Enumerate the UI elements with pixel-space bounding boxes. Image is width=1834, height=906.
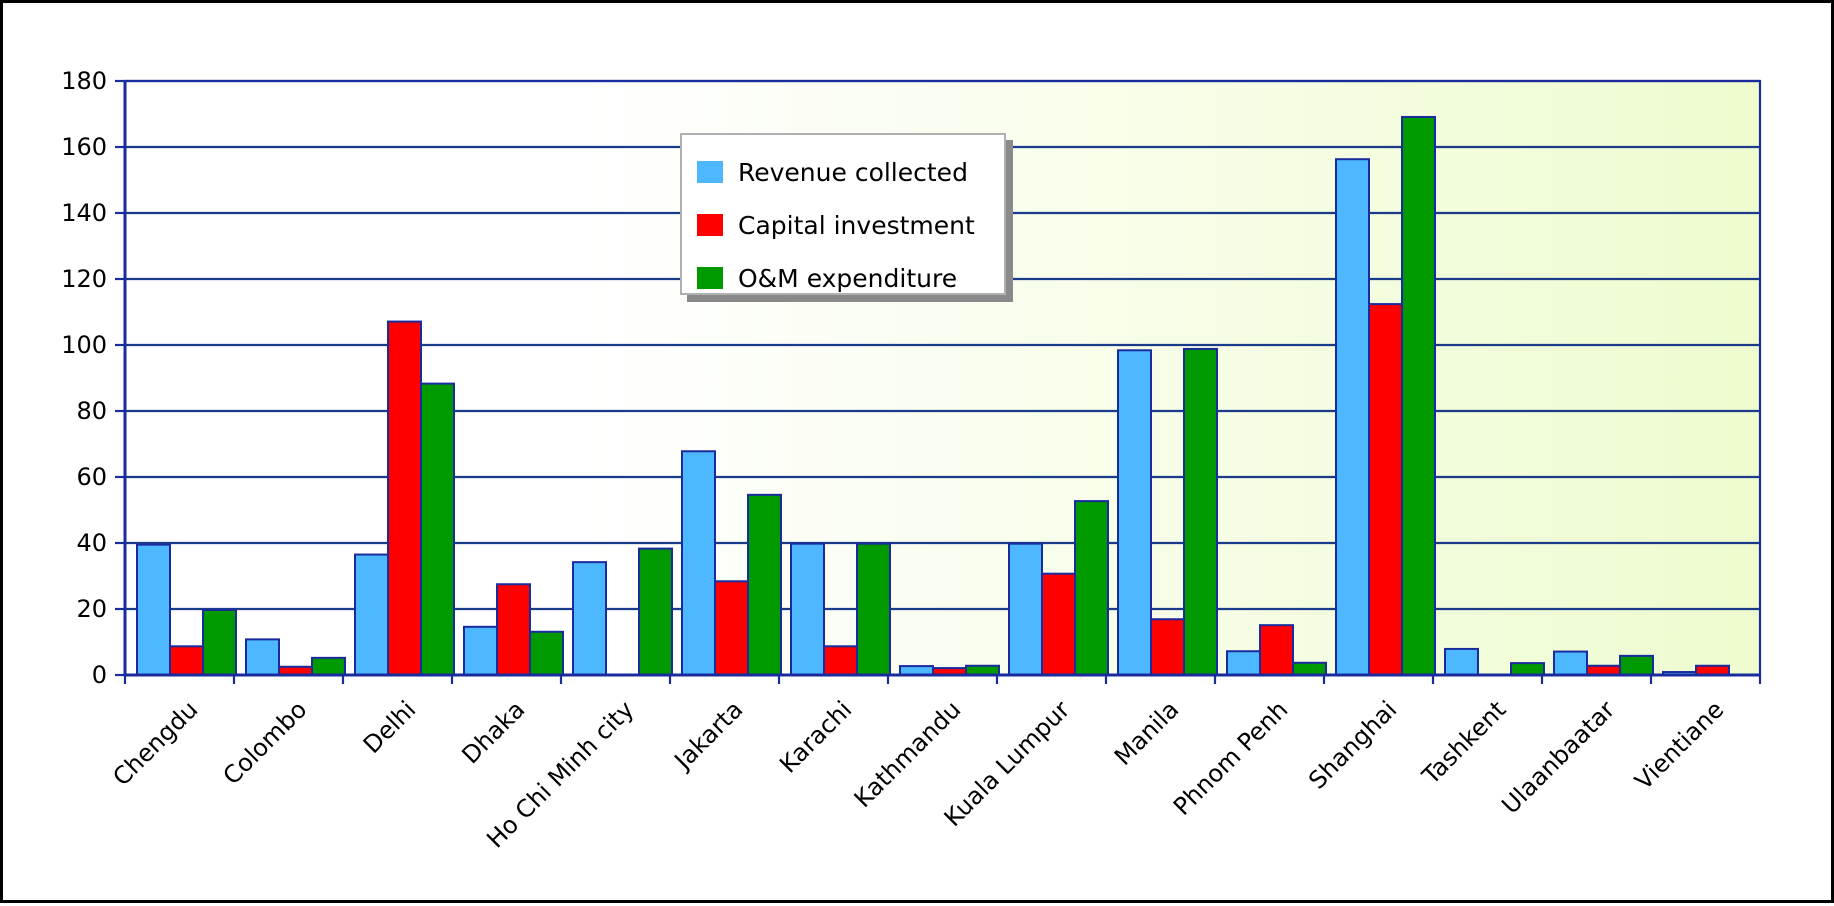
x-tick-label: Dhaka: [456, 695, 530, 769]
y-tick-label: 160: [61, 133, 107, 161]
bar-chengdu-o-m-expenditure: [203, 610, 236, 675]
bar-colombo-o-m-expenditure: [312, 658, 345, 675]
x-tick-label: Tashkent: [1416, 695, 1511, 790]
y-tick-label: 80: [76, 397, 107, 425]
bar-jakarta-revenue-collected: [682, 451, 715, 675]
x-tick-label: Phnom Penh: [1168, 695, 1293, 820]
legend-label: Revenue collected: [738, 158, 968, 187]
bar-ulaanbaatar-revenue-collected: [1554, 652, 1587, 675]
y-tick-label: 180: [61, 67, 107, 95]
bar-chengdu-revenue-collected: [137, 545, 170, 675]
bar-delhi-revenue-collected: [355, 555, 388, 675]
y-tick-label: 40: [76, 529, 107, 557]
bar-kuala-lumpur-revenue-collected: [1009, 544, 1042, 675]
bar-tashkent-o-m-expenditure: [1511, 663, 1544, 675]
x-tick-label: Ulaanbaatar: [1496, 695, 1620, 819]
legend-swatch: [697, 214, 723, 236]
bar-ho-chi-minh-city-revenue-collected: [573, 562, 606, 675]
y-tick-label: 100: [61, 331, 107, 359]
x-tick-label: Karachi: [774, 695, 857, 778]
legend-swatch: [697, 161, 723, 183]
bar-phnom-penh-revenue-collected: [1227, 651, 1260, 675]
bar-delhi-capital-investment: [388, 322, 421, 675]
y-tick-label: 140: [61, 199, 107, 227]
bar-dhaka-revenue-collected: [464, 627, 497, 675]
x-tick-label: Shanghai: [1303, 695, 1402, 794]
bar-colombo-revenue-collected: [246, 639, 279, 675]
bar-chart: 0 20 40 60 80 100 120 140 160 180 Chengdu Colombo D…: [3, 3, 1834, 906]
y-tick-label: 120: [61, 265, 107, 293]
x-tick-label: Jakarta: [668, 695, 749, 776]
x-tick-label: Vientiane: [1629, 695, 1729, 795]
x-tick-label: Manila: [1109, 695, 1184, 770]
bar-shanghai-revenue-collected: [1336, 159, 1369, 675]
bar-karachi-capital-investment: [824, 646, 857, 675]
x-tick-label: Kathmandu: [849, 695, 967, 813]
bar-shanghai-o-m-expenditure: [1402, 117, 1435, 675]
legend-label: O&M expenditure: [738, 264, 957, 293]
bar-delhi-o-m-expenditure: [421, 384, 454, 675]
y-tick-label: 60: [76, 463, 107, 491]
bar-manila-capital-investment: [1151, 619, 1184, 675]
legend-label: Capital investment: [738, 211, 975, 240]
y-tick-label: 0: [92, 661, 107, 689]
bar-manila-o-m-expenditure: [1184, 349, 1217, 675]
bar-jakarta-capital-investment: [715, 581, 748, 675]
y-axis-ticks: 0 20 40 60 80 100 120 140 160 180: [61, 67, 125, 689]
bar-dhaka-capital-investment: [497, 584, 530, 675]
bar-kuala-lumpur-o-m-expenditure: [1075, 501, 1108, 675]
x-tick-label: Colombo: [218, 695, 313, 790]
bar-phnom-penh-o-m-expenditure: [1293, 663, 1326, 675]
legend-swatch: [697, 267, 723, 289]
bar-tashkent-revenue-collected: [1445, 649, 1478, 675]
bar-dhaka-o-m-expenditure: [530, 632, 563, 675]
x-tick-label: Delhi: [358, 695, 421, 758]
bar-karachi-o-m-expenditure: [857, 544, 890, 675]
bar-ulaanbaatar-o-m-expenditure: [1620, 656, 1653, 675]
bar-shanghai-capital-investment: [1369, 304, 1402, 675]
bar-chengdu-capital-investment: [170, 646, 203, 675]
bar-phnom-penh-capital-investment: [1260, 625, 1293, 675]
x-tick-label: Chengdu: [107, 695, 203, 791]
bar-ho-chi-minh-city-o-m-expenditure: [639, 549, 672, 675]
y-tick-label: 20: [76, 595, 107, 623]
bar-jakarta-o-m-expenditure: [748, 495, 781, 675]
bar-manila-revenue-collected: [1118, 350, 1151, 675]
bar-kuala-lumpur-capital-investment: [1042, 574, 1075, 675]
bar-karachi-revenue-collected: [791, 544, 824, 675]
legend: Revenue collected Capital investment O&M e…: [681, 134, 1005, 294]
